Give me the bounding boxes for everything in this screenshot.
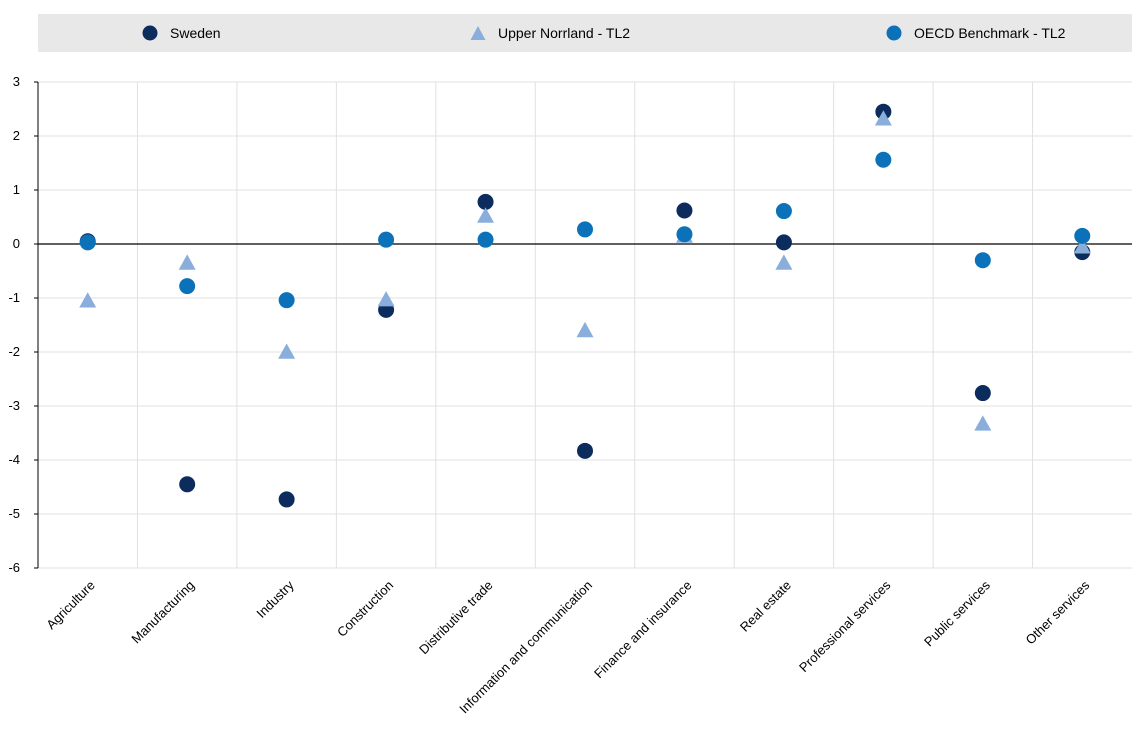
point-oecd: [577, 221, 593, 238]
point-upper-norrland: [477, 207, 495, 223]
point-sweden: [577, 442, 593, 459]
point-oecd: [676, 226, 693, 243]
x-tick-label: Professional services: [796, 577, 894, 675]
point-oecd: [179, 278, 196, 295]
y-tick-label: 2: [13, 128, 20, 143]
grid-layer: [38, 81, 1132, 569]
point-oecd: [1074, 227, 1091, 244]
x-tick-label: Distributive trade: [416, 578, 496, 658]
legend-item-sweden: Sweden: [142, 14, 221, 52]
x-tick-label: Public services: [921, 577, 993, 649]
legend-marker-upper-norrland: [470, 25, 486, 41]
point-upper-norrland: [1073, 238, 1091, 254]
point-upper-norrland: [178, 254, 196, 270]
point-oecd: [79, 234, 96, 251]
x-tick-labels: Agriculture Manufacturing Industry Construc…: [43, 577, 1092, 716]
point-sweden: [775, 234, 792, 251]
legend-label-oecd: OECD Benchmark - TL2: [914, 25, 1066, 41]
point-sweden: [278, 491, 295, 508]
point-oecd: [278, 292, 295, 309]
y-tick-label: 1: [13, 182, 20, 197]
x-tick-label: Finance and insurance: [591, 578, 695, 682]
point-oecd: [775, 203, 792, 220]
x-tick-label: Other services: [1023, 577, 1093, 647]
point-sweden: [477, 193, 494, 210]
y-tick-label: -4: [8, 452, 20, 467]
point-upper-norrland: [775, 254, 793, 270]
x-tick-label: Real estate: [737, 578, 794, 635]
legend-label-upper-norrland: Upper Norrland - TL2: [498, 25, 631, 41]
point-oecd: [974, 252, 991, 269]
legend-marker-sweden: [142, 25, 158, 41]
point-upper-norrland: [79, 292, 97, 308]
y-tick-label: -2: [8, 344, 20, 359]
x-tick-label: Industry: [253, 577, 297, 621]
y-tick-label: -3: [8, 398, 20, 413]
legend-label-sweden: Sweden: [170, 25, 221, 41]
point-oecd: [477, 231, 494, 248]
point-upper-norrland: [974, 415, 992, 431]
point-upper-norrland: [576, 321, 594, 338]
point-sweden: [676, 202, 693, 219]
point-sweden: [179, 476, 196, 493]
point-oecd: [875, 151, 892, 168]
point-oecd: [378, 231, 395, 248]
x-tick-label: Construction: [334, 578, 396, 640]
y-tick-label: 3: [13, 74, 20, 89]
x-tick-label: Manufacturing: [128, 578, 197, 647]
point-sweden: [974, 385, 991, 402]
point-upper-norrland: [278, 343, 296, 359]
data-points: [79, 103, 1091, 508]
x-tick-label: Agriculture: [43, 578, 98, 633]
point-upper-norrland: [377, 291, 395, 307]
y-tick-label: -6: [8, 560, 20, 575]
y-tick-label: 0: [13, 236, 20, 251]
legend-marker-oecd: [886, 25, 902, 41]
chart-legend: Sweden Upper Norrland - TL2 OECD Benchma…: [38, 14, 1132, 52]
legend-item-upper-norrland: Upper Norrland - TL2: [470, 14, 630, 52]
y-tick-label: -1: [8, 290, 20, 305]
legend-item-oecd: OECD Benchmark - TL2: [886, 14, 1065, 52]
axis-layer: [37, 82, 1132, 568]
y-tick-label: -5: [8, 506, 20, 521]
point-upper-norrland: [874, 110, 892, 126]
y-tick-labels: 3 2 1 0 -1 -2 -3 -4 -5 -6: [8, 74, 38, 575]
